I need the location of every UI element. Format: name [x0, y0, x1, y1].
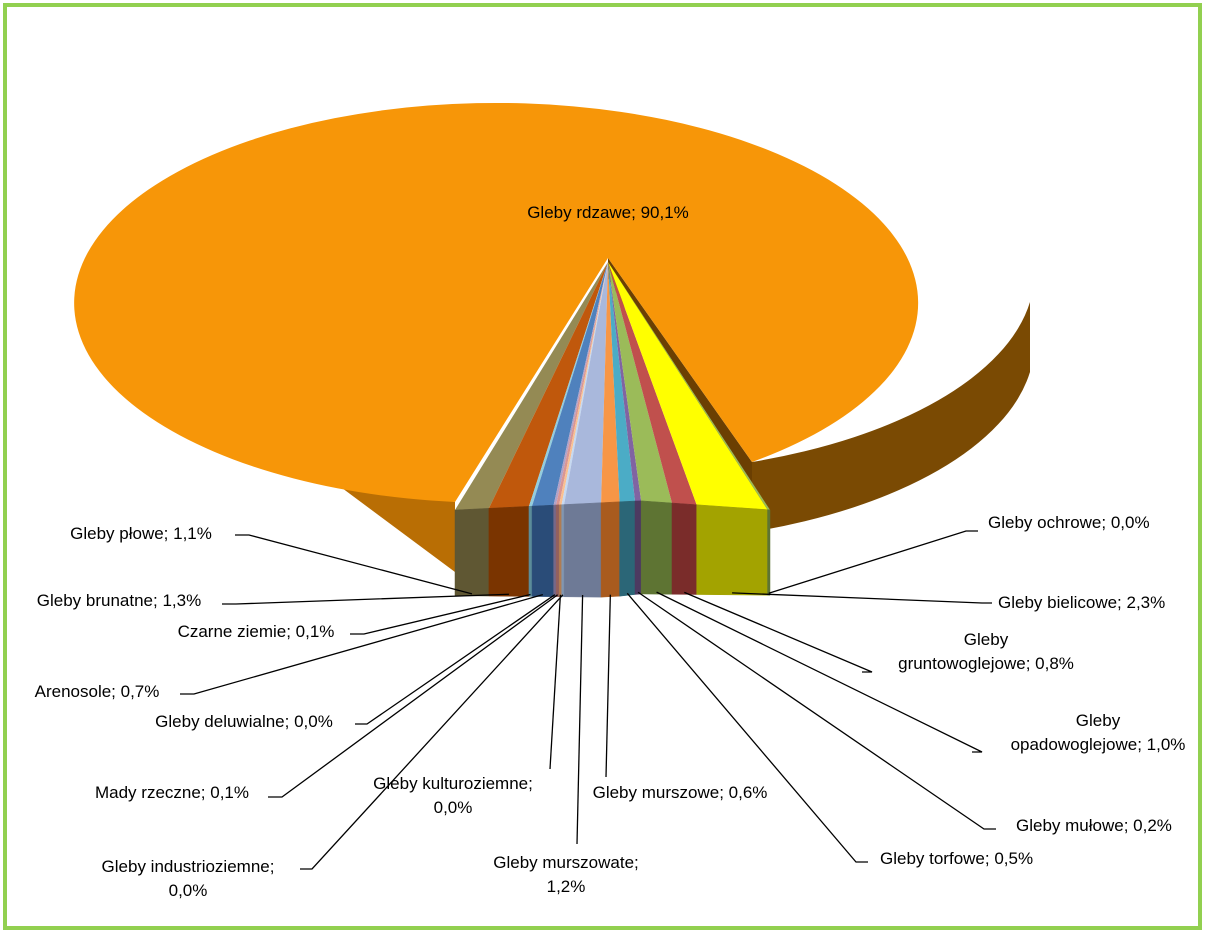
slice-front-gleby-gruntowoglejowe: [671, 502, 697, 595]
leader-line-gleby-torfowe: [626, 592, 868, 863]
leader-line-gleby-deluwialne: [355, 594, 556, 725]
leader-line-gleby-murszowate: [576, 594, 584, 845]
data-label-gleby-kulturoziemne: Gleby kulturoziemne; 0,0%: [373, 774, 533, 817]
slice-gleby-murszowe: [601, 262, 620, 503]
slice-gleby-torfowe: [608, 262, 635, 502]
leader-line-gleby-kulturoziemne: [549, 594, 562, 770]
leader-line-gleby-mulowe: [637, 591, 996, 830]
slice-front-gleby-kulturoziemne: [558, 504, 562, 598]
slice-front-gleby-mulowe: [634, 500, 642, 595]
slice-gleby-opadowoglejowe: [608, 262, 672, 503]
data-label-gleby-murszowate: Gleby murszowate; 1,2%: [493, 853, 639, 896]
slice-side-gleby-rdzawe-left: [185, 302, 455, 572]
leader-line-gleby-murszowe: [605, 594, 611, 778]
data-label-gleby-opadowoglejowe: Gleby opadowoglejowe; 1,0%: [1011, 711, 1186, 754]
slice-front-gleby-industrioziemne: [561, 504, 565, 598]
slice-gleby-deluwialne: [553, 262, 608, 506]
data-label-gleby-mulowe: Gleby mułowe; 0,2%: [1016, 816, 1172, 835]
data-label-gleby-torfowe: Gleby torfowe; 0,5%: [880, 849, 1033, 868]
data-label-gleby-rdzawe: Gleby rdzawe; 90,1%: [527, 203, 689, 222]
leader-line-gleby-opadowoglejowe: [656, 591, 983, 753]
slice-czarne-ziemie: [528, 262, 608, 507]
slice-front-mady-rzeczne: [555, 504, 560, 597]
leader-line-czarne-ziemie: [350, 593, 531, 635]
slice-mady-rzeczne: [556, 262, 608, 505]
slice-gleby-mulowe: [608, 262, 642, 501]
data-label-gleby-brunatne: Gleby brunatne; 1,3%: [37, 591, 201, 610]
slice-front-gleby-torfowe: [619, 500, 636, 597]
leader-line-mady-rzeczne: [268, 594, 559, 798]
data-label-arenosole: Arenosole; 0,7%: [35, 682, 160, 701]
data-label-gleby-murszowe: Gleby murszowe; 0,6%: [593, 783, 768, 802]
slice-gleby-murszowate: [564, 262, 608, 505]
data-label-czarne-ziemie: Czarne ziemie; 0,1%: [178, 622, 335, 641]
slice-front-gleby-plowe: [454, 508, 490, 597]
leader-line-gleby-industrioziemne: [300, 594, 564, 870]
slice-gleby-ochrowe: [608, 262, 770, 510]
slice-front-gleby-murszowate: [563, 502, 602, 598]
slice-gleby-bielicowe: [608, 262, 768, 510]
slice-front-gleby-opadowoglejowe: [640, 500, 673, 595]
slice-front-arenosole: [531, 504, 554, 597]
leader-line-gleby-plowe: [235, 534, 473, 595]
leader-line-gleby-gruntowoglejowe: [684, 591, 873, 673]
leader-line-gleby-bielicowe: [732, 592, 992, 604]
slice-gleby-brunatne: [488, 262, 608, 509]
slice-front-gleby-brunatne: [488, 506, 530, 597]
slice-front-czarne-ziemie: [528, 505, 533, 597]
slice-front-gleby-deluwialne: [553, 504, 557, 597]
slice-gleby-plowe: [455, 262, 608, 510]
data-label-mady-rzeczne: Mady rzeczne; 0,1%: [95, 783, 249, 802]
slice-gleby-industrioziemne: [561, 262, 608, 505]
slice-arenosole: [532, 262, 608, 507]
data-label-gleby-gruntowoglejowe: Gleby gruntowoglejowe; 0,8%: [898, 630, 1074, 673]
slice-front-gleby-ochrowe: [767, 509, 771, 596]
data-label-gleby-plowe: Gleby płowe; 1,1%: [70, 524, 212, 543]
slice-gleby-kulturoziemne: [559, 262, 608, 505]
data-label-gleby-bielicowe: Gleby bielicowe; 2,3%: [998, 593, 1165, 612]
slice-gleby-rdzawe: [74, 102, 919, 502]
data-label-gleby-deluwialne: Gleby deluwialne; 0,0%: [155, 712, 333, 731]
leader-line-arenosole: [180, 593, 544, 695]
leader-line-gleby-ochrowe: [768, 530, 978, 594]
data-label-gleby-ochrowe: Gleby ochrowe; 0,0%: [988, 513, 1150, 532]
leader-line-gleby-brunatne: [222, 593, 509, 605]
data-label-gleby-industrioziemne: Gleby industrioziemne; 0,0%: [102, 857, 275, 900]
slice-front-gleby-bielicowe: [696, 504, 768, 596]
slice-side-gleby-rdzawe-right: [752, 302, 1030, 532]
slice-gleby-gruntowoglejowe: [608, 262, 697, 505]
slice-front-gleby-murszowe: [600, 501, 620, 598]
